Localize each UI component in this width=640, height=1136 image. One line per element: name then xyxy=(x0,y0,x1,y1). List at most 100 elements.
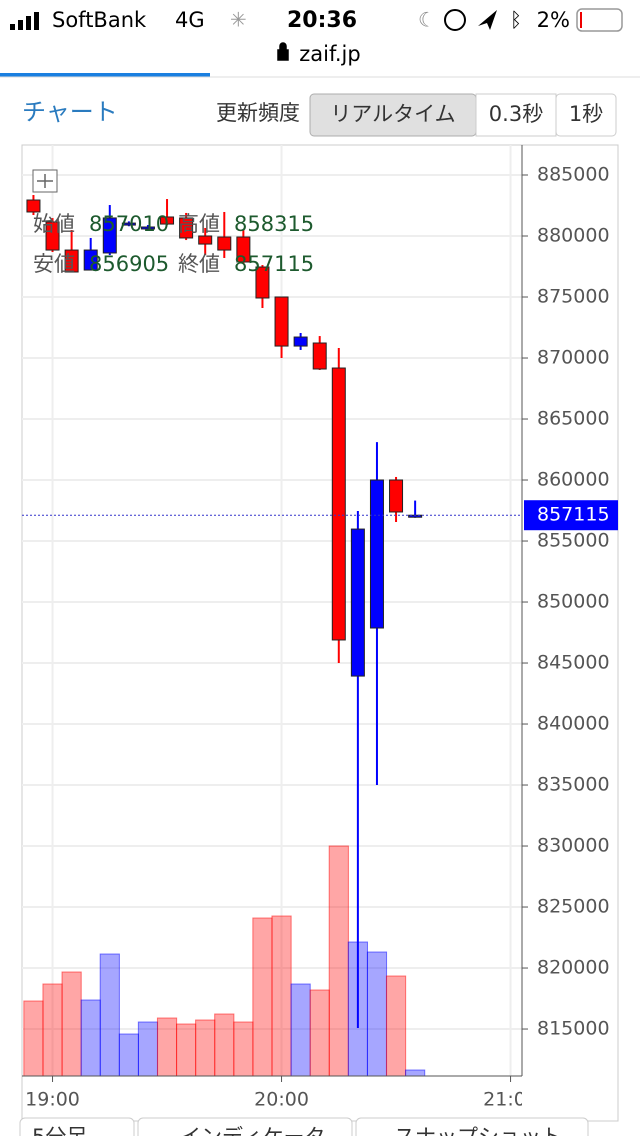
toolbar-label[interactable]: インディケータ xyxy=(180,1125,326,1136)
candle-body xyxy=(26,199,41,213)
candle-body xyxy=(45,221,60,251)
y-tick-label: 865000 xyxy=(537,408,610,430)
y-tick-label: 835000 xyxy=(537,774,610,796)
option-button[interactable] xyxy=(555,93,617,137)
ohlc-label: 始値 xyxy=(33,212,75,236)
ohlc-info: 始値 857010 高値 858315 安値 856905 終値 857115 xyxy=(33,212,314,276)
page-title: チャート xyxy=(22,98,118,126)
option-label[interactable]: 1秒 xyxy=(569,102,603,126)
toolbar-label[interactable]: スナップショット xyxy=(394,1125,562,1136)
battery-icon xyxy=(576,8,623,32)
candle-body xyxy=(369,479,384,629)
lock-icon xyxy=(277,42,289,61)
y-tick-label: 870000 xyxy=(537,347,610,369)
volume-bar xyxy=(290,983,311,1077)
volume-bar xyxy=(61,971,82,1077)
volume-bar xyxy=(80,999,101,1077)
ohlc-label: 終値 xyxy=(178,252,220,276)
volume-bar xyxy=(176,1023,197,1077)
ohlc-label: 安値 xyxy=(33,252,75,276)
candle-body xyxy=(121,222,136,226)
battery-text: 2% xyxy=(537,8,570,32)
lock-rotation-icon xyxy=(444,9,466,31)
toolbar-button[interactable] xyxy=(355,1117,589,1136)
price-label-box xyxy=(524,500,618,531)
volume-bar xyxy=(99,953,120,1077)
y-tick-label: 885000 xyxy=(537,164,610,186)
ohlc-value: 857115 xyxy=(234,252,314,276)
loading-icon: ✳ xyxy=(230,8,247,32)
candle-body xyxy=(236,236,251,263)
candle-body xyxy=(331,367,346,641)
toolbar-button[interactable] xyxy=(19,1117,135,1136)
volume-bar xyxy=(42,983,63,1077)
moon-icon: ☾ xyxy=(418,8,436,32)
volume-bar xyxy=(118,1033,139,1077)
signal-icon xyxy=(10,12,39,30)
y-tick-label: 860000 xyxy=(537,469,610,491)
candle-layer xyxy=(22,195,522,1029)
carrier: SoftBank xyxy=(52,8,147,32)
axis-labels: 19:00 20:00 21:00 815000 820000 825000 830000 8… xyxy=(25,164,618,1111)
volume-bar xyxy=(233,1021,254,1077)
volume-bar xyxy=(195,1019,216,1077)
candle-body xyxy=(389,479,404,513)
candle-body xyxy=(255,266,270,299)
toolbar-button[interactable] xyxy=(137,1117,353,1136)
candle-body xyxy=(179,217,194,239)
ohlc-value: 857010 xyxy=(89,212,169,236)
volume-bar xyxy=(23,1000,44,1077)
network: 4G xyxy=(175,8,205,32)
url[interactable]: zaif.jp xyxy=(299,42,360,66)
expand-icon xyxy=(37,174,53,188)
candle-body xyxy=(102,217,117,254)
y-tick-label: 880000 xyxy=(537,225,610,247)
candle-body xyxy=(312,342,327,370)
volume-bar xyxy=(137,1021,159,1077)
y-tick-label: 875000 xyxy=(537,286,610,308)
candle-body xyxy=(350,528,365,677)
volume-bar xyxy=(214,1013,235,1077)
clock: 20:36 xyxy=(287,8,357,33)
y-tick-label: 820000 xyxy=(537,957,610,979)
y-tick-label: 840000 xyxy=(537,713,610,735)
location-icon xyxy=(478,10,497,30)
volume-bar xyxy=(385,975,407,1077)
option-button[interactable] xyxy=(475,93,557,137)
y-tick-label: 830000 xyxy=(537,835,610,857)
x-tick-label: 19:00 xyxy=(25,1089,80,1111)
ohlc-value: 858315 xyxy=(234,212,314,236)
y-tick-label: 850000 xyxy=(537,591,610,613)
progress-bar xyxy=(0,73,210,77)
candle-body xyxy=(160,216,175,225)
volume-bar xyxy=(156,1017,178,1077)
frequency-label: 更新頻度 xyxy=(216,101,300,125)
y-tick-label: 815000 xyxy=(537,1018,610,1040)
volume-bar xyxy=(252,917,273,1077)
volume-layer xyxy=(23,845,426,1077)
x-tick-label: 21:00 xyxy=(483,1089,538,1111)
battery-level xyxy=(580,12,582,28)
candle-body xyxy=(83,249,98,271)
y-tick-label: 855000 xyxy=(537,530,610,552)
option-label[interactable]: 0.3秒 xyxy=(489,102,543,126)
x-tick-label: 20:00 xyxy=(254,1089,309,1111)
ohlc-value: 856905 xyxy=(89,252,169,276)
candle-body xyxy=(274,296,289,347)
volume-bar xyxy=(271,915,292,1077)
x-tick-labels: 19:00 20:00 21:00 xyxy=(25,1089,538,1111)
bluetooth-icon: ᛒ xyxy=(510,8,522,32)
volume-bar xyxy=(328,845,349,1077)
candle-body xyxy=(293,336,308,347)
candle-body xyxy=(140,226,155,230)
y-tick-label: 825000 xyxy=(537,896,610,918)
volume-bar xyxy=(309,989,330,1077)
candle-body xyxy=(217,236,232,251)
candle-body xyxy=(198,235,213,245)
volume-bar xyxy=(405,1069,426,1077)
price-label: 857115 xyxy=(537,504,610,526)
toolbar-label[interactable]: 5分足 xyxy=(32,1125,87,1136)
option-label[interactable]: リアルタイム xyxy=(330,102,455,126)
